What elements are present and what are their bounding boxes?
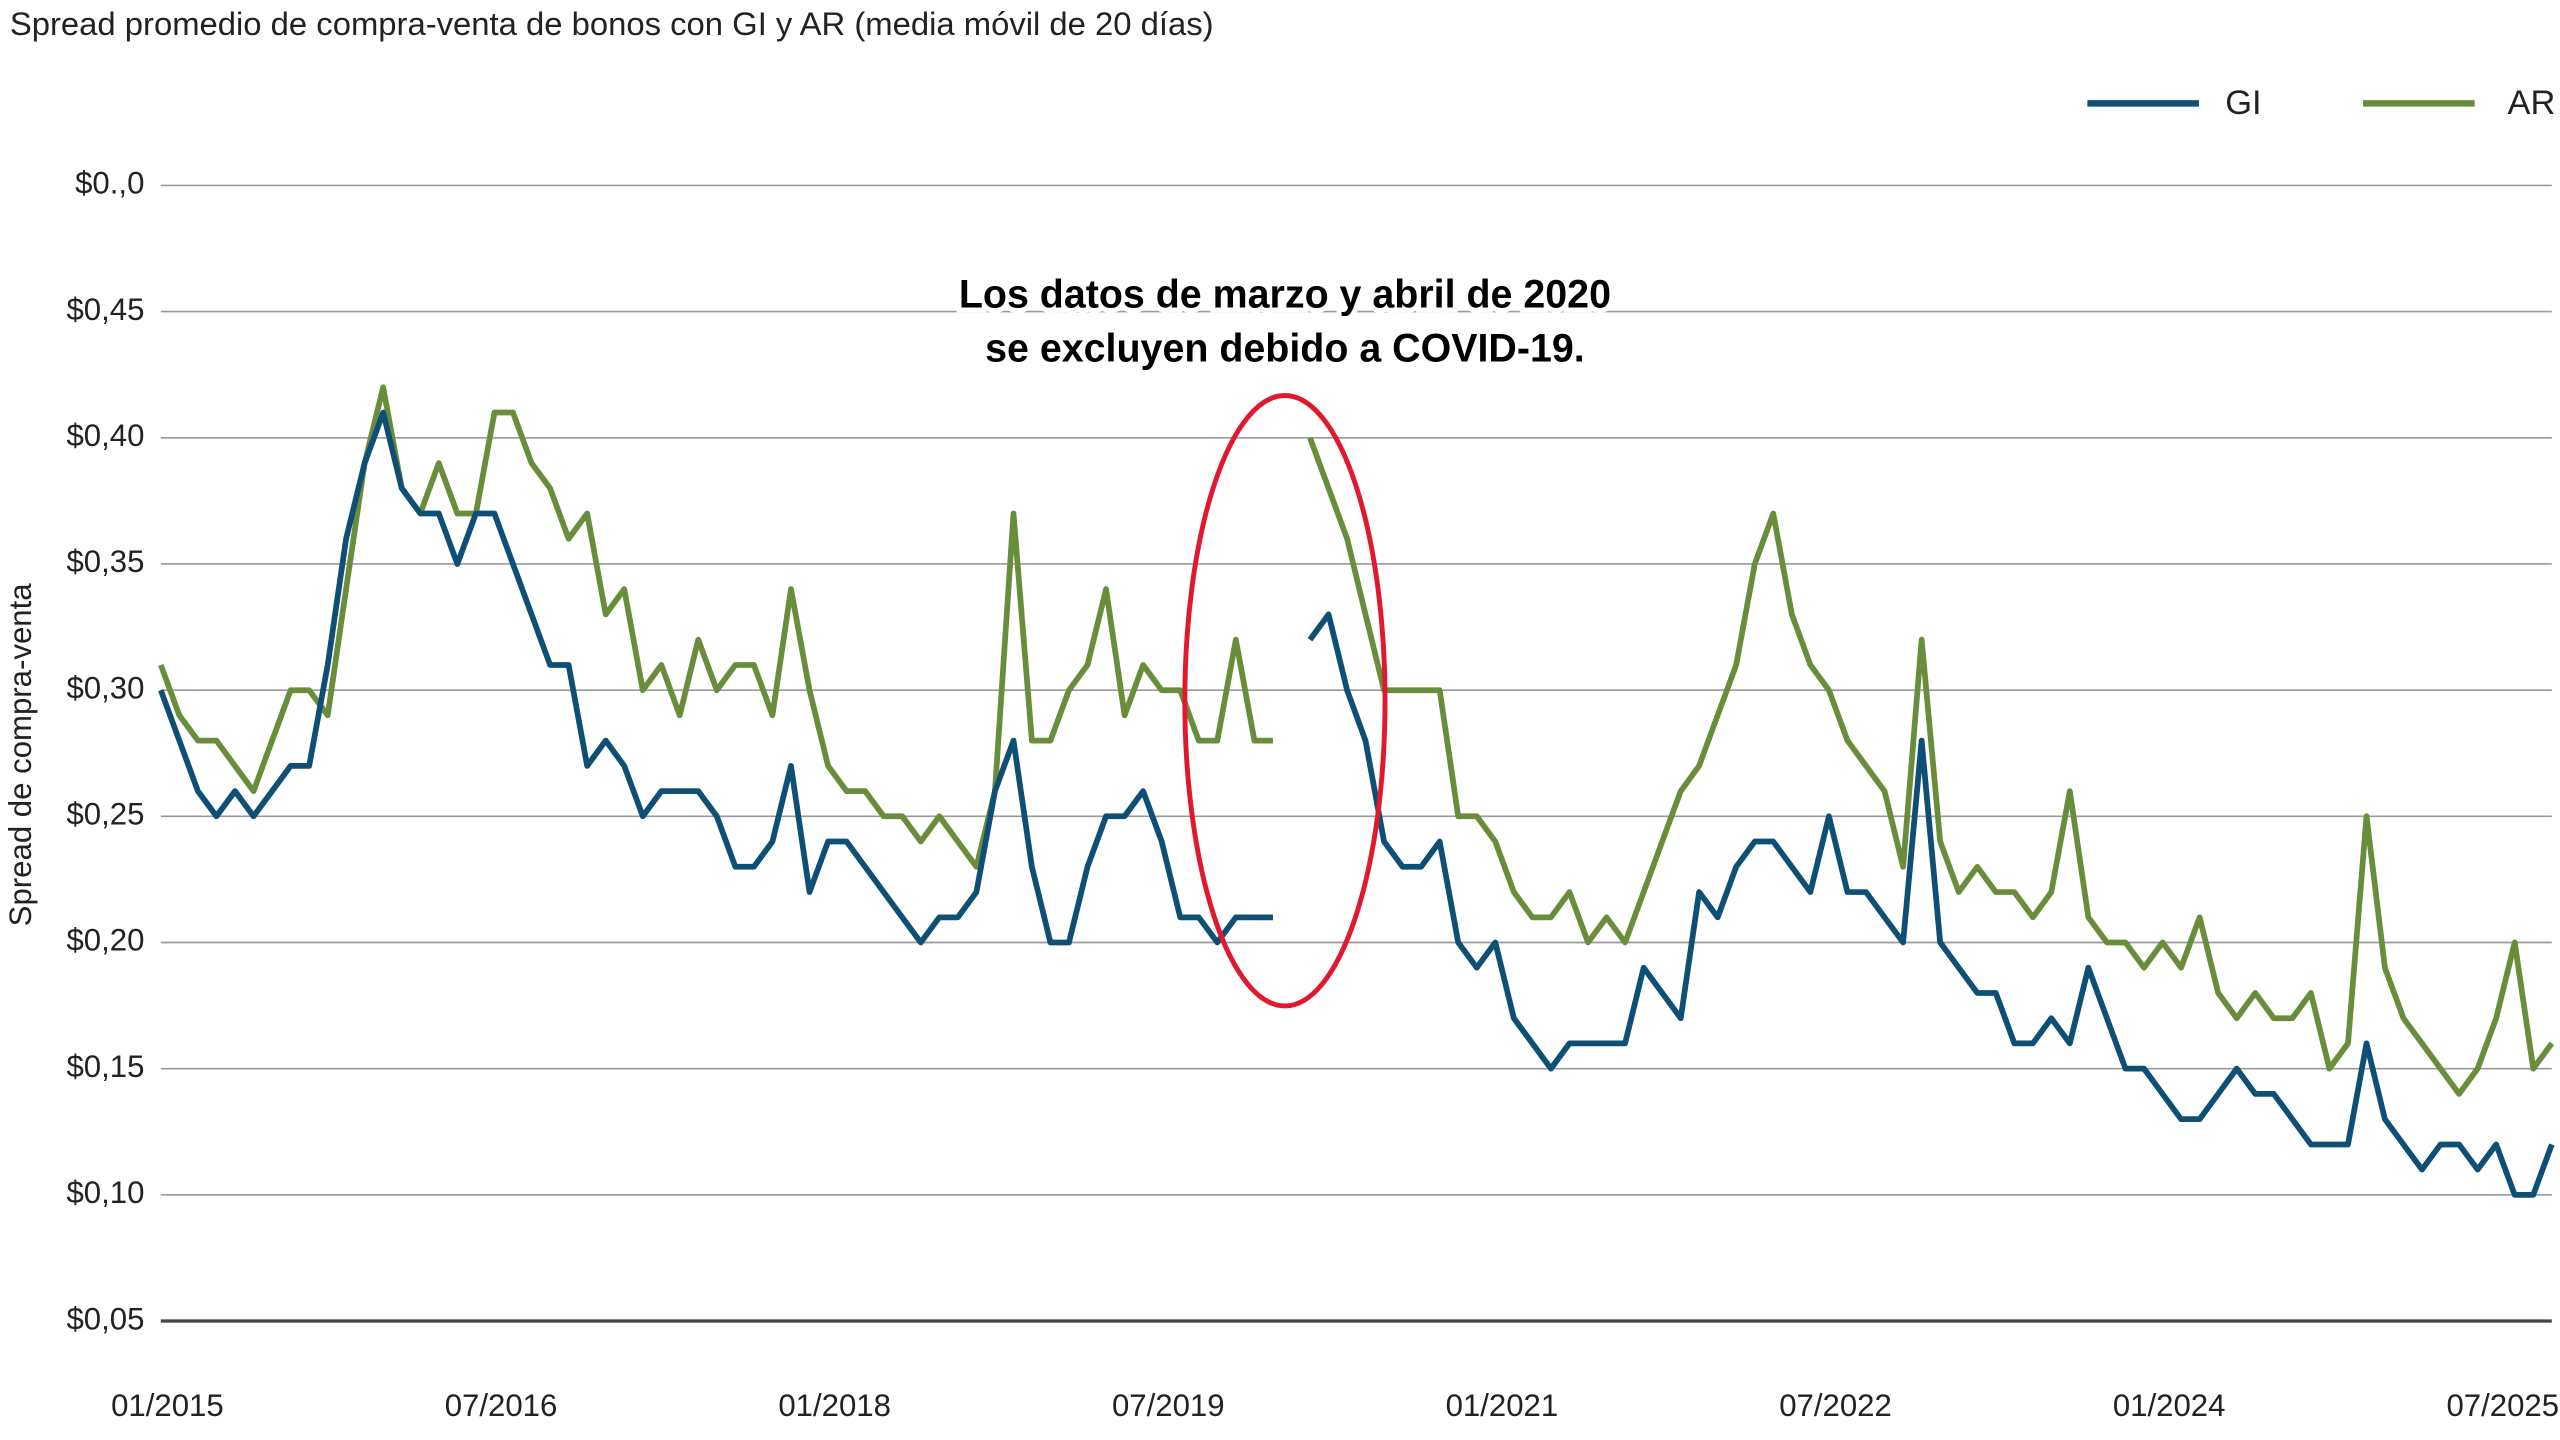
y-axis-label: Spread de compra-venta	[3, 583, 38, 927]
y-tick-label: $0,40	[66, 418, 144, 453]
y-tick-label: $0,10	[66, 1175, 144, 1210]
x-tick-label: 01/2018	[778, 1388, 891, 1423]
legend-label: GI	[2225, 84, 2261, 122]
y-tick-label: $0,30	[66, 670, 144, 705]
x-tick-label: 07/2016	[445, 1388, 558, 1423]
y-tick-label: $0,45	[66, 292, 144, 327]
chart-title: Spread promedio de compra-venta de bonos…	[10, 5, 1214, 42]
y-tick-label: $0,35	[66, 544, 144, 579]
x-tick-label: 01/2021	[1446, 1388, 1559, 1423]
annotation: se excluyen debido a COVID-19.	[985, 327, 1585, 371]
y-tick-label: $0,20	[66, 923, 144, 958]
x-tick-label: 01/2024	[2113, 1388, 2226, 1423]
x-tick-label: 07/2025	[2446, 1388, 2559, 1423]
series-line	[158, 384, 2555, 1097]
annotation: Los datos de marzo y abril de 2020	[959, 272, 1611, 316]
y-tick-label: $0.,0	[75, 166, 144, 201]
y-tick-label: $0,15	[66, 1049, 144, 1084]
covid-highlight	[1182, 393, 1388, 1009]
y-tick-label: $0,05	[66, 1301, 144, 1336]
x-tick-label: 07/2022	[1779, 1388, 1892, 1423]
legend-label: AR	[2507, 84, 2555, 122]
y-tick-label: $0,25	[66, 797, 144, 832]
x-tick-label: 07/2019	[1112, 1388, 1225, 1423]
x-tick-label: 01/2015	[111, 1388, 224, 1423]
series-line	[158, 409, 2555, 1198]
